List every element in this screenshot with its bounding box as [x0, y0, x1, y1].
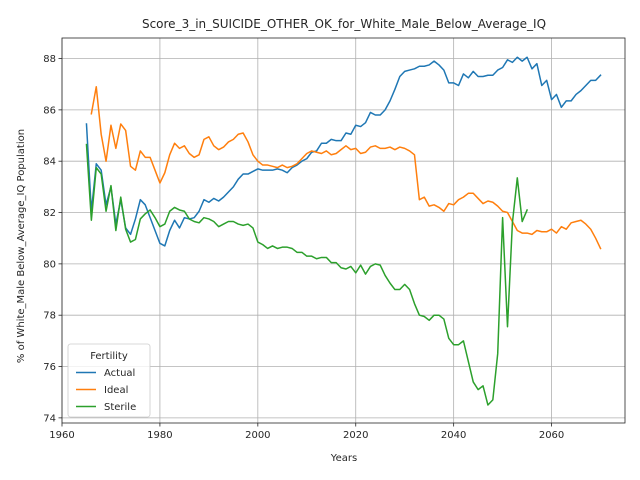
legend-label-ideal: Ideal [104, 385, 128, 396]
x-tick-label: 2000 [245, 430, 270, 441]
x-tick-label: 2020 [343, 430, 368, 441]
series-line-ideal [90, 86, 602, 250]
plot-frame [61, 37, 626, 424]
x-axis: 1960 1980 2000 2020 2040 2060 [49, 423, 564, 441]
x-tick-label: 2060 [539, 430, 564, 441]
y-tick-label: 88 [43, 54, 56, 65]
x-tick-label: 1980 [147, 430, 172, 441]
chart-title: Score_3_in_SUICIDE_OTHER_OK_for_White_Ma… [142, 17, 546, 31]
y-tick-label: 86 [43, 105, 56, 116]
grid [61, 38, 625, 423]
y-tick-label: 74 [43, 413, 56, 424]
x-axis-label: Years [330, 453, 357, 464]
y-tick-label: 82 [43, 208, 56, 219]
series-group [85, 56, 602, 406]
y-axis: 74 76 78 80 82 84 86 88 [43, 54, 62, 424]
y-tick-label: 78 [43, 311, 56, 322]
x-tick-label: 2040 [441, 430, 466, 441]
series-line-sterile [85, 143, 529, 406]
x-tick-label: 1960 [49, 430, 74, 441]
y-tick-label: 80 [43, 259, 56, 270]
legend-label-sterile: Sterile [104, 402, 136, 413]
y-tick-label: 76 [43, 362, 56, 373]
y-axis-label: % of White_Male Below_Average_IQ Populat… [16, 129, 27, 363]
y-tick-label: 84 [43, 157, 56, 168]
legend: Fertility Actual Ideal Sterile [67, 343, 151, 418]
legend-title: Fertility [90, 351, 128, 362]
legend-label-actual: Actual [104, 368, 135, 379]
legend-box [67, 343, 151, 418]
series-line-actual [85, 56, 602, 247]
